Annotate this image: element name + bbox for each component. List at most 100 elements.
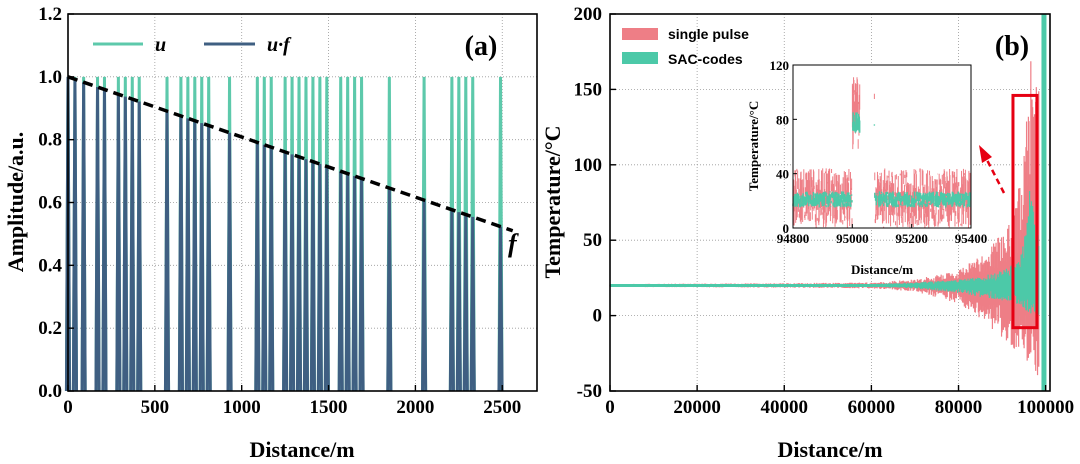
panel-a-y-tick-label: 0.8 xyxy=(38,130,62,151)
panel-b-x-tick-label: 100000 xyxy=(1017,397,1074,418)
uf-pulse xyxy=(94,87,101,392)
highlight-box xyxy=(1011,93,1039,330)
panel-b-x-ticks: 0 20000 40000 60000 80000 100000 xyxy=(605,385,1074,418)
panel-a: 0 500 1000 1500 2000 2500 0.0 0.2 0.4 0.6 0.8 1.0 1… xyxy=(3,4,538,462)
uf-pulse xyxy=(469,216,476,392)
uf-pulse xyxy=(163,111,171,392)
uf-pulse xyxy=(309,161,316,392)
inset-y-tick-label: 80 xyxy=(776,112,789,127)
legend-swatch-single-pulse xyxy=(622,28,658,40)
inset-x-tick-label: 95000 xyxy=(836,231,869,246)
panel-a-x-tick-label: 2000 xyxy=(396,397,434,418)
panel-a-y-tick-label: 0.4 xyxy=(38,255,62,276)
inset-y-tick-label: 0 xyxy=(783,221,790,236)
panel-b: 0 20000 40000 60000 80000 100000 -50050100150… xyxy=(540,4,1074,462)
inset-x-axis-label: Distance/m xyxy=(851,262,913,277)
uf-pulse xyxy=(295,156,303,392)
inset-y-tick-label: 120 xyxy=(770,58,790,73)
uf-pulse xyxy=(421,200,428,392)
uf-pulse xyxy=(455,212,462,392)
uf-pulse xyxy=(191,120,198,392)
inset-x-ticks: 94800 95000 95200 95400 xyxy=(777,224,988,246)
uf-pulse xyxy=(268,147,275,392)
legend-label-u: u xyxy=(155,34,166,56)
panel-a-x-tick-label: 500 xyxy=(141,397,170,418)
inset-x-tick-label: 94800 xyxy=(777,231,810,246)
inset-frame xyxy=(792,64,972,229)
panel-b-x-tick-label: 40000 xyxy=(761,397,809,418)
panel-b-series xyxy=(609,14,1047,391)
uf-pulse xyxy=(122,96,129,392)
uf-pulse xyxy=(177,115,184,392)
uf-pulse xyxy=(226,132,233,392)
f-line xyxy=(67,75,514,233)
uf-pulse xyxy=(101,89,108,392)
panel-a-y-tick-label: 1.0 xyxy=(38,67,62,88)
uf-pulse xyxy=(337,171,344,392)
panel-a-x-tick-label: 1500 xyxy=(310,397,348,418)
uf-pulse xyxy=(261,144,268,392)
uf-pulse xyxy=(302,159,310,392)
uf-pulse xyxy=(462,214,469,392)
uf-pulse xyxy=(254,142,261,392)
legend-swatch-sac-codes xyxy=(622,52,658,64)
uf-pulse xyxy=(198,123,205,392)
panel-b-y-tick-label: -50 xyxy=(577,381,602,402)
uf-pulse xyxy=(136,101,143,392)
inset-chart: 94800 95000 95200 95400 0 40 80 120 Distance/m… xyxy=(746,58,987,277)
panel-b-y-tick-label: 50 xyxy=(583,230,602,251)
panel-a-x-axis-label: Distance/m xyxy=(249,437,354,462)
uf-pulse xyxy=(358,178,365,392)
panel-b-y-axis-label: Temperature/°C xyxy=(540,125,565,278)
panel-a-legend: u u·f xyxy=(93,34,292,56)
panel-b-x-tick-label: 80000 xyxy=(935,397,983,418)
inset-y-tick-label: 40 xyxy=(776,167,789,182)
legend-label-single-pulse: single pulse xyxy=(668,26,749,42)
uf-pulse xyxy=(289,154,296,392)
legend-label-sac-codes: SAC-codes xyxy=(668,51,743,67)
panel-a-x-tick-label: 2500 xyxy=(483,397,521,418)
panel-a-y-tick-label: 0.6 xyxy=(38,193,62,214)
panel-b-label: (b) xyxy=(995,31,1029,62)
uf-pulse xyxy=(344,173,351,392)
panel-a-y-tick-label: 0.2 xyxy=(38,318,62,339)
panel-a-y-axis-label: Amplitude/a.u. xyxy=(3,132,28,273)
panel-b-frame xyxy=(609,13,1051,392)
panel-b-y-tick-label: 150 xyxy=(574,79,603,100)
panel-b-y-ticks: -50 0 50 100 150 200 xyxy=(574,4,616,402)
panel-a-y-ticks: 0.0 0.2 0.4 0.6 0.8 1.0 1.2 xyxy=(38,4,74,402)
panel-b-x-tick-label: 0 xyxy=(605,397,615,418)
panel-b-y-tick-label: 200 xyxy=(574,4,603,25)
uf-pulse xyxy=(448,209,455,392)
uf-pulse xyxy=(115,94,122,392)
inset-x-tick-label: 95200 xyxy=(895,231,928,246)
panel-b-x-tick-label: 20000 xyxy=(673,397,721,418)
uf-pulse xyxy=(129,99,136,392)
panel-b-y-tick-label: 100 xyxy=(574,155,603,176)
panel-a-x-ticks: 0 500 1000 1500 2000 2500 xyxy=(63,385,521,418)
inset-y-ticks: 0 40 80 120 xyxy=(770,58,797,236)
panel-a-series xyxy=(64,75,514,392)
uf-pulse xyxy=(282,151,289,392)
panel-b-legend: single pulse SAC-codes xyxy=(622,26,749,67)
uf-pulse xyxy=(316,164,323,392)
inset-y-axis-label: Temperature/°C xyxy=(746,101,761,191)
panel-a-x-tick-label: 0 xyxy=(63,397,73,418)
panel-b-x-axis-label: Distance/m xyxy=(777,437,882,462)
panel-b-x-tick-label: 60000 xyxy=(848,397,896,418)
uf-pulse xyxy=(386,188,393,392)
inset-x-tick-label: 95400 xyxy=(955,231,988,246)
uf-pulse xyxy=(323,166,330,392)
zoom-arrow-head xyxy=(979,145,992,163)
panel-a-y-tick-label: 0.0 xyxy=(38,381,62,402)
panel-a-label: (a) xyxy=(465,31,498,62)
end-marker-bar xyxy=(1041,14,1047,391)
legend-label-uf: u·f xyxy=(267,34,292,56)
uf-pulse xyxy=(184,118,191,392)
uf-pulse xyxy=(497,226,504,392)
panel-a-x-tick-label: 1000 xyxy=(223,397,261,418)
uf-pulse xyxy=(351,176,358,392)
f-line-label: f xyxy=(508,229,519,258)
zoom-arrow-line xyxy=(984,157,1006,194)
